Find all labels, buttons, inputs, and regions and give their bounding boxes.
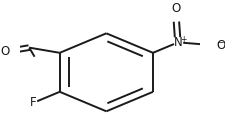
Text: F: F [30,96,36,109]
Text: N: N [173,36,181,49]
Text: −: − [216,38,223,47]
Text: O: O [171,2,180,15]
Text: +: + [179,35,185,44]
Text: O: O [0,45,9,58]
Text: O: O [216,39,225,51]
